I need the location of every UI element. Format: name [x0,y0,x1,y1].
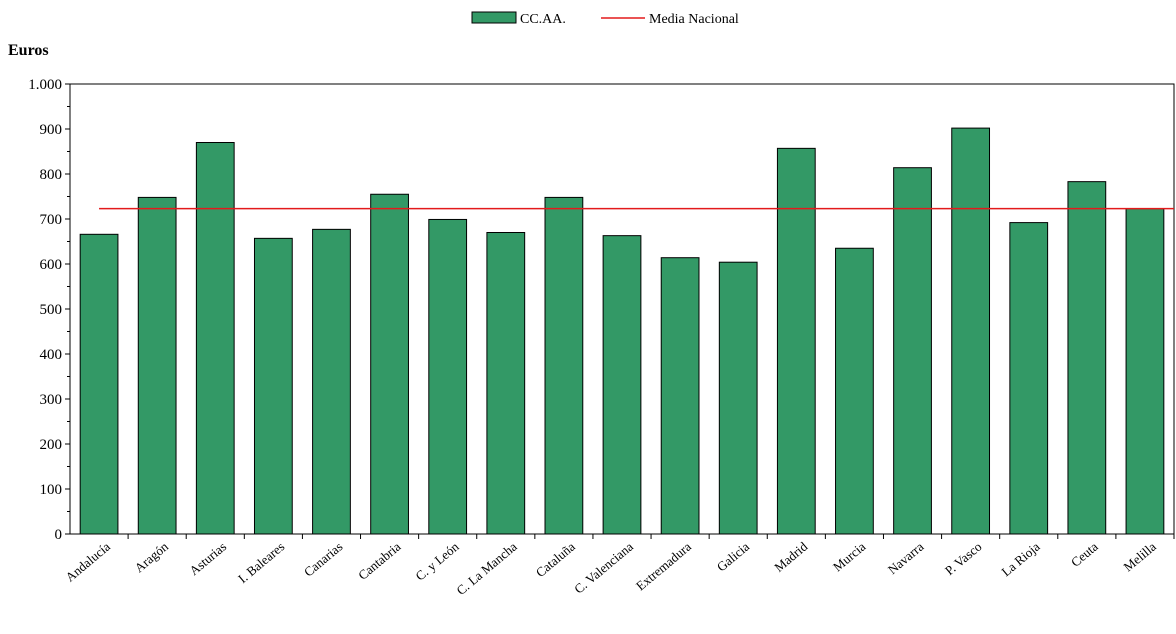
bar-murcia [836,248,874,534]
bar-ceuta [1068,182,1106,534]
x-tick-label: Cantabria [355,539,404,583]
bar-navarra [894,168,932,534]
y-tick-label: 1.000 [28,77,62,93]
y-tick-label: 400 [40,347,63,363]
bar-asturias [196,143,234,535]
x-tick-label: Andalucía [62,539,113,585]
bar-i-baleares [254,238,292,534]
x-tick-label: I. Baleares [235,539,287,586]
chart-legend: CC.AA. Media Nacional [472,12,739,27]
y-tick-label: 300 [40,392,63,408]
bar-madrid [777,148,815,534]
bar-canarias [313,229,351,534]
y-axis-title: Euros [8,42,49,59]
x-tick-label: Galicia [714,539,753,575]
x-tick-label: Extremadura [633,539,694,594]
x-tick-label: Melilla [1120,539,1159,575]
bar-cataluña [545,197,583,534]
x-tick-label: Cataluña [533,539,578,580]
x-tick-label: Madrid [771,538,810,574]
x-tick-label: Aragón [132,538,172,575]
plot-area: 0 100 200 300 400 500 600 700 800 900 1.000 Andaluc… [28,77,1174,598]
bar-melilla [1126,209,1164,534]
bar-galicia [719,262,757,534]
bar-c-valenciana [603,236,641,534]
x-tick-label: Canarias [301,539,345,580]
bar-extremadura [661,258,699,534]
y-tick-label: 200 [40,437,63,453]
y-tick-label: 800 [40,167,63,183]
y-tick-label: 700 [40,212,63,228]
legend-swatch-cc-aa [472,12,516,23]
x-tick-label: C. Valenciana [571,539,636,597]
y-tick-label: 100 [40,482,63,498]
legend-label-cc-aa: CC.AA. [520,12,566,27]
bar-cantabria [371,194,409,534]
y-tick-label: 500 [40,302,63,318]
y-tick-label: 0 [55,527,63,543]
bar-la-rioja [1010,223,1048,534]
x-tick-label: Murcia [830,539,869,575]
bar-aragón [138,197,176,534]
bar-c-y-león [429,219,467,534]
x-tick-label: Asturias [186,539,229,578]
x-tick-label: P. Vasco [942,539,985,578]
y-tick-label: 900 [40,122,63,138]
y-tick-label: 600 [40,257,63,273]
legend-label-media-nacional: Media Nacional [649,12,739,27]
x-tick-label: Navarra [885,539,927,578]
x-tick-label: C. y León [412,538,462,583]
x-tick-label: Ceuta [1068,539,1101,570]
x-tick-label: C. La Mancha [453,539,520,598]
bar-p-vasco [952,128,990,534]
bar-c-la-mancha [487,233,525,535]
bar-andalucía [80,234,118,534]
x-tick-label: La Rioja [998,539,1042,580]
